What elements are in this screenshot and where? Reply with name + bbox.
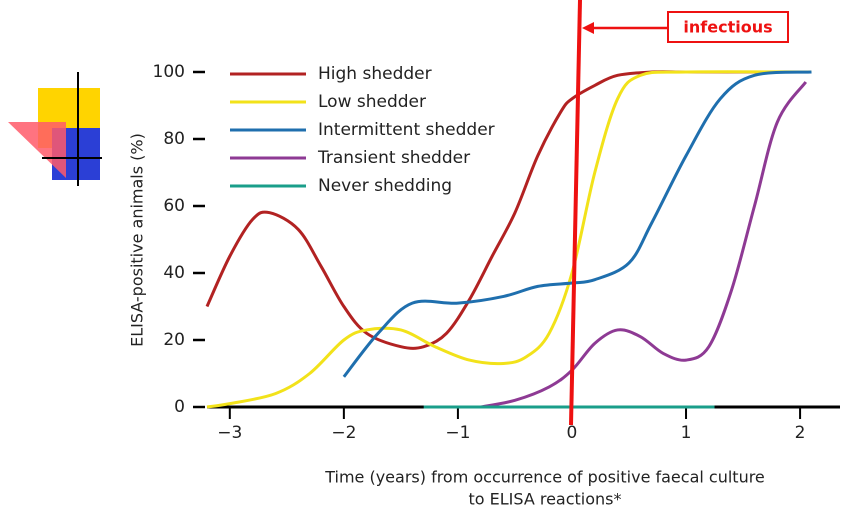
y-axis-label: ELISA-positive animals (%) [128, 133, 147, 347]
y-tick-label: 100 [153, 62, 185, 82]
infectious-arrowhead [582, 22, 594, 34]
series-line [205, 70, 812, 350]
series-line [480, 81, 808, 409]
x-tick-label: −1 [445, 423, 470, 443]
annotation: infectious [683, 18, 772, 37]
plot: 0 20 40 60 80 100 −3 −2 −1 0 1 2 High shedder Low she… [153, 62, 840, 443]
legend-label: Low shedder [318, 92, 426, 112]
y-tick-label: 80 [163, 129, 185, 149]
legend-label: Intermittent shedder [318, 120, 495, 140]
icon-triangle [8, 122, 66, 178]
y-tick-label: 60 [163, 196, 185, 216]
slide-icon [8, 72, 102, 186]
y-tick-label: 20 [163, 330, 185, 350]
x-tick-label: −3 [217, 423, 242, 443]
x-tick-label: 2 [795, 423, 806, 443]
annotation-box [667, 11, 789, 43]
x-tick-label: 0 [567, 423, 578, 443]
y-tick-label: 0 [174, 397, 185, 417]
legend-label: Never shedding [318, 176, 452, 196]
x-tick-label: −2 [331, 423, 356, 443]
y-tick-label: 40 [163, 263, 185, 283]
infectious-line [569, 0, 582, 426]
legend-label: High shedder [318, 64, 432, 84]
series-line [342, 70, 812, 378]
series-line [206, 70, 812, 409]
x-tick-label: 1 [681, 423, 692, 443]
x-axis-label: Time (years) from occurrence of positive… [324, 468, 765, 487]
x-axis-label: to ELISA reactions* [468, 490, 621, 509]
legend-label: Transient shedder [317, 148, 470, 168]
